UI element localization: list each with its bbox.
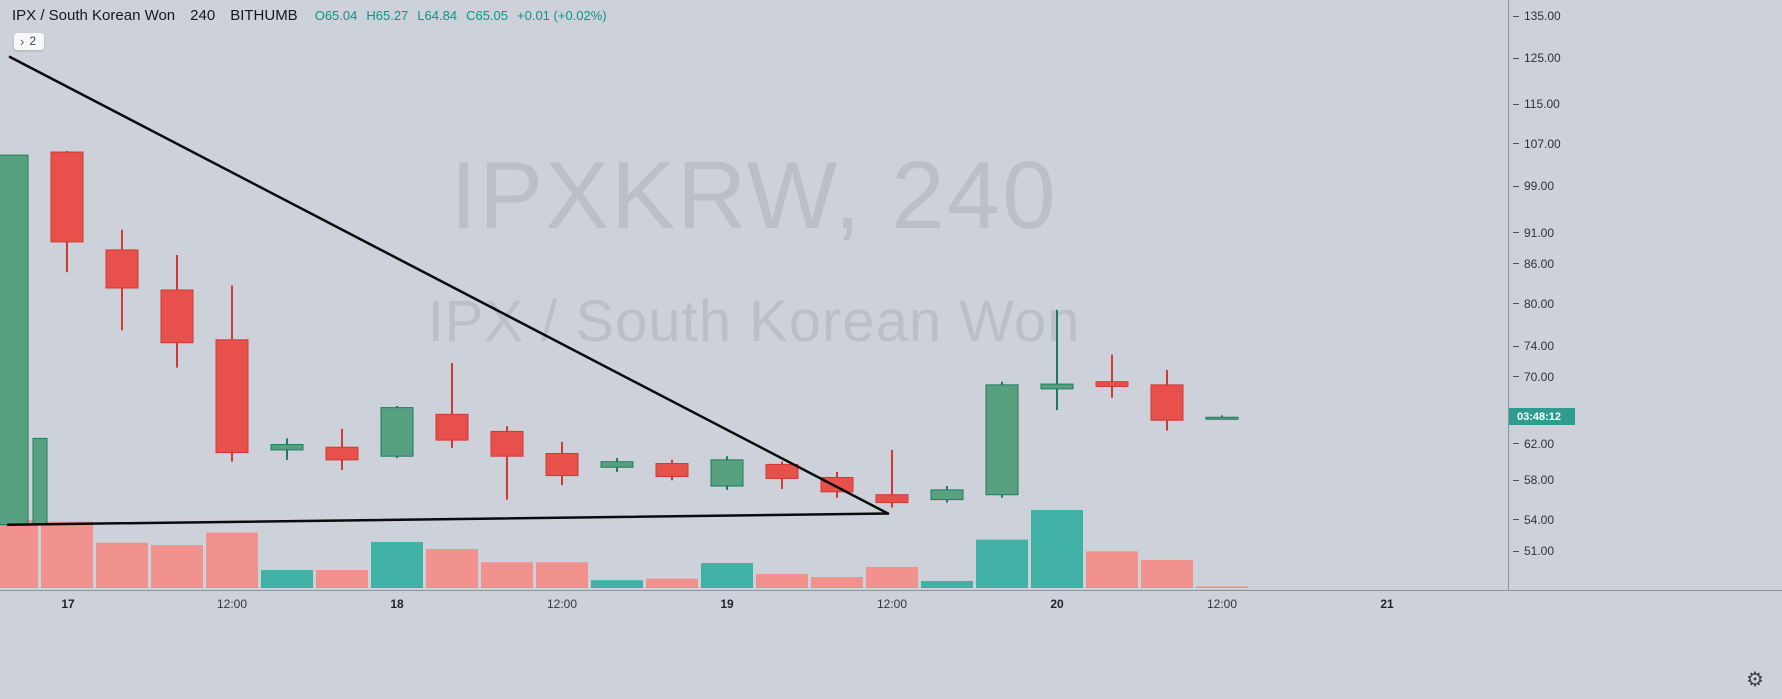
chart-legend: IPX / South Korean Won 240 BITHUMB O65.0… <box>12 7 607 24</box>
candle-body <box>0 154 29 526</box>
candle-body <box>50 151 84 243</box>
time-axis-label: 12:00 <box>216 597 248 611</box>
gear-icon[interactable]: ⚙ <box>1746 669 1764 691</box>
price-axis-label: 115.00 <box>1513 96 1560 112</box>
volume-bar <box>41 521 93 588</box>
candle-body <box>600 461 634 468</box>
candle-body <box>655 463 689 478</box>
candle-body <box>765 463 799 479</box>
price-axis-label: 86.00 <box>1513 256 1554 272</box>
chart-pane[interactable]: IPXKRW, 240 IPX / South Korean Won IPX /… <box>0 0 1508 590</box>
change-value: +0.01 (+0.02%) <box>517 8 607 23</box>
volume-bar <box>591 580 643 588</box>
volume-bar <box>756 573 808 588</box>
candle-body <box>820 476 854 493</box>
candle-body <box>32 437 48 526</box>
time-axis-label: 12:00 <box>876 597 908 611</box>
candle-body <box>1095 381 1129 387</box>
candle-body <box>270 444 304 451</box>
candle-body <box>985 384 1019 496</box>
price-axis[interactable]: 135.00 125.00 115.00 107.00 99.00 91.00 86.00 8… <box>1508 0 1782 590</box>
volume-bar <box>976 539 1028 588</box>
price-axis-label: 80.00 <box>1513 296 1554 312</box>
price-axis-label: 135.00 <box>1513 8 1561 24</box>
exchange-name[interactable]: BITHUMB <box>230 7 298 24</box>
volume-bar <box>536 562 588 588</box>
volume-bar <box>261 570 313 588</box>
candle-body <box>1205 416 1239 420</box>
price-axis-label: 70.00 <box>1513 369 1554 385</box>
time-axis[interactable]: 17 12:00 18 12:00 19 12:00 20 12:00 21 <box>0 590 1782 699</box>
price-axis-label: 91.00 <box>1513 225 1554 241</box>
objects-count: 2 <box>29 34 37 48</box>
low-value: L64.84 <box>417 8 458 23</box>
candle-body <box>435 413 469 441</box>
price-plot[interactable] <box>0 0 1508 590</box>
objects-tree-toggle[interactable]: › 2 <box>14 33 45 50</box>
volume-bar <box>1086 551 1138 588</box>
symbol-title[interactable]: IPX / South Korean Won <box>12 7 176 24</box>
volume-bar <box>1031 510 1083 588</box>
candle-body <box>710 459 744 487</box>
volume-bar <box>206 532 258 588</box>
price-axis-label: 51.00 <box>1513 543 1554 559</box>
volume-bar <box>316 570 368 588</box>
candle-body <box>930 489 964 501</box>
price-axis-label: 58.00 <box>1513 472 1554 488</box>
candle-body <box>1150 384 1184 421</box>
price-axis-label: 107.00 <box>1513 136 1561 152</box>
price-axis-label: 62.00 <box>1513 436 1554 452</box>
open-value: O65.04 <box>314 8 358 23</box>
time-axis-label: 20 <box>1050 597 1064 611</box>
volume-bar <box>96 542 148 588</box>
candle-body <box>490 430 524 457</box>
volume-bar <box>811 577 863 588</box>
candle-body <box>160 289 194 344</box>
chevron-right-icon: › <box>20 33 25 49</box>
volume-bar <box>646 578 698 588</box>
interval-value[interactable]: 240 <box>190 7 216 24</box>
volume-bar <box>151 545 203 588</box>
volume-bar <box>701 563 753 588</box>
triangle-upper-line[interactable] <box>8 55 890 515</box>
volume-bar <box>481 562 533 588</box>
volume-bar <box>1196 586 1248 588</box>
triangle-lower-line[interactable] <box>6 512 890 526</box>
high-value: H65.27 <box>366 8 409 23</box>
countdown-label: 03:48:12 <box>1509 408 1575 426</box>
price-axis-label: 125.00 <box>1513 50 1561 66</box>
volume-bar <box>0 520 38 588</box>
time-axis-label: 12:00 <box>1206 597 1238 611</box>
price-axis-label: 99.00 <box>1513 178 1554 194</box>
candle-body <box>545 453 579 477</box>
volume-bar <box>426 549 478 588</box>
price-axis-label: 54.00 <box>1513 512 1554 528</box>
volume-bar <box>1141 559 1193 588</box>
candle-body <box>380 407 414 457</box>
close-value: C65.05 <box>466 8 509 23</box>
time-axis-label: 12:00 <box>546 597 578 611</box>
candle-body <box>215 339 249 454</box>
candle-body <box>325 446 359 461</box>
volume-bar <box>866 566 918 588</box>
time-axis-label: 17 <box>61 597 75 611</box>
time-axis-label: 18 <box>390 597 404 611</box>
time-axis-label: 21 <box>1380 597 1394 611</box>
volume-bar <box>371 541 423 588</box>
candle-body <box>105 249 139 289</box>
volume-bar <box>921 580 973 588</box>
time-axis-label: 19 <box>720 597 734 611</box>
ohlc-values: O65.04 H65.27 L64.84 C65.05 +0.01 (+0.02… <box>315 8 607 23</box>
candle-body <box>875 494 909 504</box>
candle-body <box>1040 383 1074 390</box>
price-axis-label: 74.00 <box>1513 338 1554 354</box>
